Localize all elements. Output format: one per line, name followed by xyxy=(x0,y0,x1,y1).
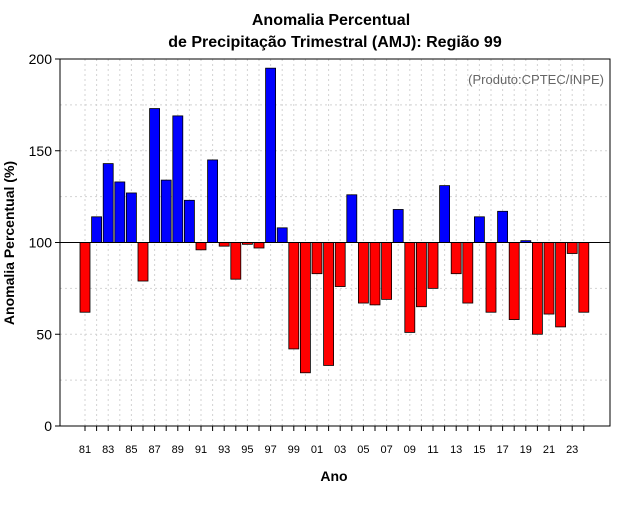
bar-17 xyxy=(497,210,509,243)
x-tick-label: 87 xyxy=(148,444,160,456)
bar-24 xyxy=(578,242,590,313)
bar-04 xyxy=(346,194,358,243)
chart-title-line2: de Precipitação Trimestral (AMJ): Região… xyxy=(168,34,502,51)
bar-07 xyxy=(381,242,393,300)
bar-88 xyxy=(160,179,172,243)
bar-82 xyxy=(91,216,102,243)
y-tick-label: 0 xyxy=(44,418,52,434)
y-tick-label: 100 xyxy=(29,235,53,251)
bar-01 xyxy=(311,242,323,275)
bar-89 xyxy=(172,115,184,243)
bar-10 xyxy=(415,242,427,308)
y-tick-label: 200 xyxy=(29,51,53,67)
x-tick-label: 23 xyxy=(566,444,578,456)
bar-09 xyxy=(404,242,416,333)
bar-81 xyxy=(79,242,91,313)
y-axis: 0 50 100 150 200 xyxy=(29,51,60,434)
bars xyxy=(79,67,590,374)
bar-00 xyxy=(299,242,311,374)
bar-84 xyxy=(114,181,126,243)
bar-97 xyxy=(265,67,277,243)
x-tick-label: 11 xyxy=(427,444,438,456)
y-tick-label: 150 xyxy=(29,143,53,159)
bar-16 xyxy=(485,242,497,313)
bar-86 xyxy=(137,242,149,282)
x-tick-label: 89 xyxy=(172,444,184,456)
bar-13 xyxy=(450,242,462,275)
bar-02 xyxy=(323,242,335,366)
bar-15 xyxy=(473,216,485,243)
x-tick-label: 91 xyxy=(195,444,207,456)
x-tick-label: 83 xyxy=(102,444,114,456)
bar-14 xyxy=(462,242,474,304)
bar-94 xyxy=(230,242,242,280)
x-tick-label: 13 xyxy=(450,444,462,456)
bar-20 xyxy=(532,242,543,335)
bar-18 xyxy=(508,242,520,320)
x-axis: 81 83 85 87 89 91 93 95 97 99 01 03 05 07 09 11 13 15 17 19… xyxy=(79,426,585,456)
chart-title-line1: Anomalia Percentual xyxy=(252,12,410,29)
bar-90 xyxy=(183,199,195,243)
x-tick-label: 09 xyxy=(404,444,416,456)
bar-98 xyxy=(276,227,288,243)
x-axis-title: Ano xyxy=(320,468,347,484)
x-tick-label: 85 xyxy=(125,444,137,456)
bar-03 xyxy=(334,242,346,287)
bar-87 xyxy=(149,108,161,243)
x-tick-label: 21 xyxy=(543,444,555,456)
bar-96 xyxy=(253,242,265,249)
x-tick-label: 99 xyxy=(288,444,300,456)
y-axis-title: Anomalia Percentual (%) xyxy=(1,161,17,325)
bar-06 xyxy=(369,242,381,306)
bar-22 xyxy=(555,242,566,328)
bar-23 xyxy=(566,242,578,254)
x-tick-label: 15 xyxy=(473,444,485,456)
x-tick-label: 17 xyxy=(496,444,508,456)
bar-93 xyxy=(218,242,230,247)
x-tick-label: 81 xyxy=(79,444,91,456)
bar-08 xyxy=(392,209,404,243)
x-tick-label: 07 xyxy=(380,444,392,456)
x-tick-label: 19 xyxy=(520,444,532,456)
bar-91 xyxy=(195,242,207,251)
x-tick-label: 95 xyxy=(241,444,253,456)
bar-85 xyxy=(126,192,137,243)
x-tick-label: 05 xyxy=(357,444,369,456)
bar-05 xyxy=(357,242,369,304)
bar-12 xyxy=(439,185,451,243)
bar-11 xyxy=(427,242,439,289)
bar-21 xyxy=(543,242,555,315)
x-tick-label: 01 xyxy=(311,444,323,456)
x-tick-label: 93 xyxy=(218,444,230,456)
bar-99 xyxy=(288,242,300,350)
x-tick-label: 03 xyxy=(334,444,346,456)
y-tick-label: 50 xyxy=(36,326,52,342)
bar-92 xyxy=(207,159,219,243)
x-tick-label: 97 xyxy=(264,444,276,456)
credit-label: (Produto:CPTEC/INPE) xyxy=(468,72,604,87)
bar-83 xyxy=(102,163,114,243)
grid xyxy=(60,58,610,427)
